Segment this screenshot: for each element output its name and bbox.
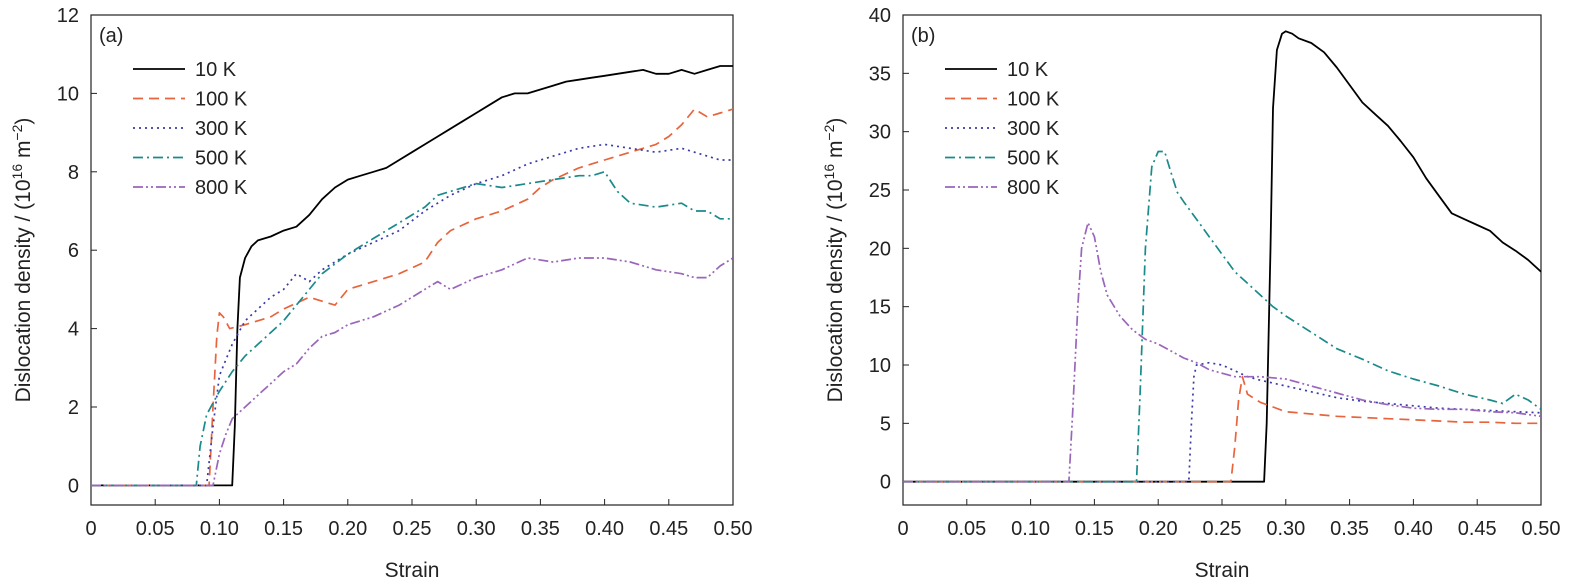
x-tick-label: 0.30 [457,518,496,540]
y-tick-label: 5 [880,413,891,435]
legend: 10 K 100 K 300 K 500 K 800 K [133,59,248,199]
legend-label: 10 K [195,59,237,81]
x-tick-label: 0 [897,518,908,540]
legend-label: 300 K [195,118,248,140]
y-tick-label: 25 [869,180,891,202]
y-axis-title-part: ) [824,118,847,125]
series-line-800k [903,221,1541,483]
x-tick-label: 0.15 [1075,518,1114,540]
series-group [91,65,733,487]
x-tick-label: 0.35 [1330,518,1369,540]
y-axis-title-part: m [824,141,847,164]
y-tick-label: 12 [57,5,79,27]
plot-frame [90,14,734,506]
x-tick-label: 0.20 [1139,518,1178,540]
series-line-800k [91,257,733,487]
y-axis-title-part: Dislocation density / (10 [12,179,35,402]
legend-label: 800 K [195,177,248,199]
legend: 10 K 100 K 300 K 500 K 800 K [945,59,1060,199]
series-line-300k [903,361,1541,483]
y-tick-label: 6 [68,240,79,262]
series-group [903,30,1541,483]
x-tick-label: 0.05 [136,518,175,540]
plot-frame [902,14,1542,506]
y-axis-title-part: 16 [9,164,25,180]
y-axis-title: Dislocation density / (1016 m−2) [9,118,35,403]
x-tick-label: 0.40 [1394,518,1433,540]
x-tick-label: 0.40 [585,518,624,540]
y-tick-label: 10 [869,355,891,377]
legend-label: 800 K [1007,177,1060,199]
y-axis-title-part: m [12,141,35,164]
y-tick-label: 35 [869,63,891,85]
x-axis-title: Strain [385,559,440,582]
legend-label: 10 K [1007,59,1049,81]
y-axis-title-part: −2 [9,124,25,140]
y-tick-label: 8 [68,162,79,184]
x-tick-label: 0.50 [714,518,753,540]
x-tick-label: 0.25 [393,518,432,540]
y-tick-label: 4 [68,319,79,341]
series-line-10k [91,65,733,487]
y-axis-title-part: ) [12,118,35,125]
y-axis-title-part: Dislocation density / (10 [824,179,847,402]
x-tick-label: 0.15 [264,518,303,540]
series-line-100k [903,375,1541,483]
x-tick-label: 0.45 [649,518,688,540]
x-axis-title: Strain [1195,559,1250,582]
y-tick-label: 10 [57,83,79,105]
x-tick-label: 0 [85,518,96,540]
x-tick-label: 0.10 [200,518,239,540]
series-line-500k [91,170,733,487]
x-tick-label: 0.10 [1011,518,1050,540]
chart-panel-b: 0 0.05 0.10 0.15 0.20 0.25 0.30 0.35 0.40 0.45 0.5… [821,5,1560,582]
legend-label: 300 K [1007,118,1060,140]
series-line-10k [903,30,1541,483]
y-tick-label: 40 [869,5,891,27]
x-tick-label: 0.50 [1522,518,1561,540]
chart-panel-a: 0 0.05 0.10 0.15 0.20 0.25 0.30 0.35 0.40 0.45 0.5… [9,5,752,582]
y-tick-label: 15 [869,297,891,319]
y-tick-label: 0 [880,472,891,494]
y-tick-label: 30 [869,122,891,144]
legend-label: 100 K [195,89,248,111]
y-axis-title-part: −2 [821,124,837,140]
y-tick-label: 0 [68,475,79,497]
series-line-100k [91,108,733,487]
panel-label: (b) [911,25,935,47]
y-axis-title-part: 16 [821,164,837,180]
legend-label: 500 K [195,148,248,170]
x-tick-label: 0.30 [1266,518,1305,540]
x-tick-label: 0.25 [1203,518,1242,540]
x-tick-label: 0.45 [1458,518,1497,540]
legend-label: 100 K [1007,89,1060,111]
series-line-300k [91,143,733,487]
y-tick-label: 20 [869,238,891,260]
x-tick-label: 0.05 [947,518,986,540]
y-axis-title: Dislocation density / (1016 m−2) [821,118,847,403]
x-tick-label: 0.35 [521,518,560,540]
y-tick-label: 2 [68,397,79,419]
legend-label: 500 K [1007,148,1060,170]
series-line-500k [903,150,1541,483]
panel-label: (a) [99,25,123,47]
x-tick-label: 0.20 [328,518,367,540]
